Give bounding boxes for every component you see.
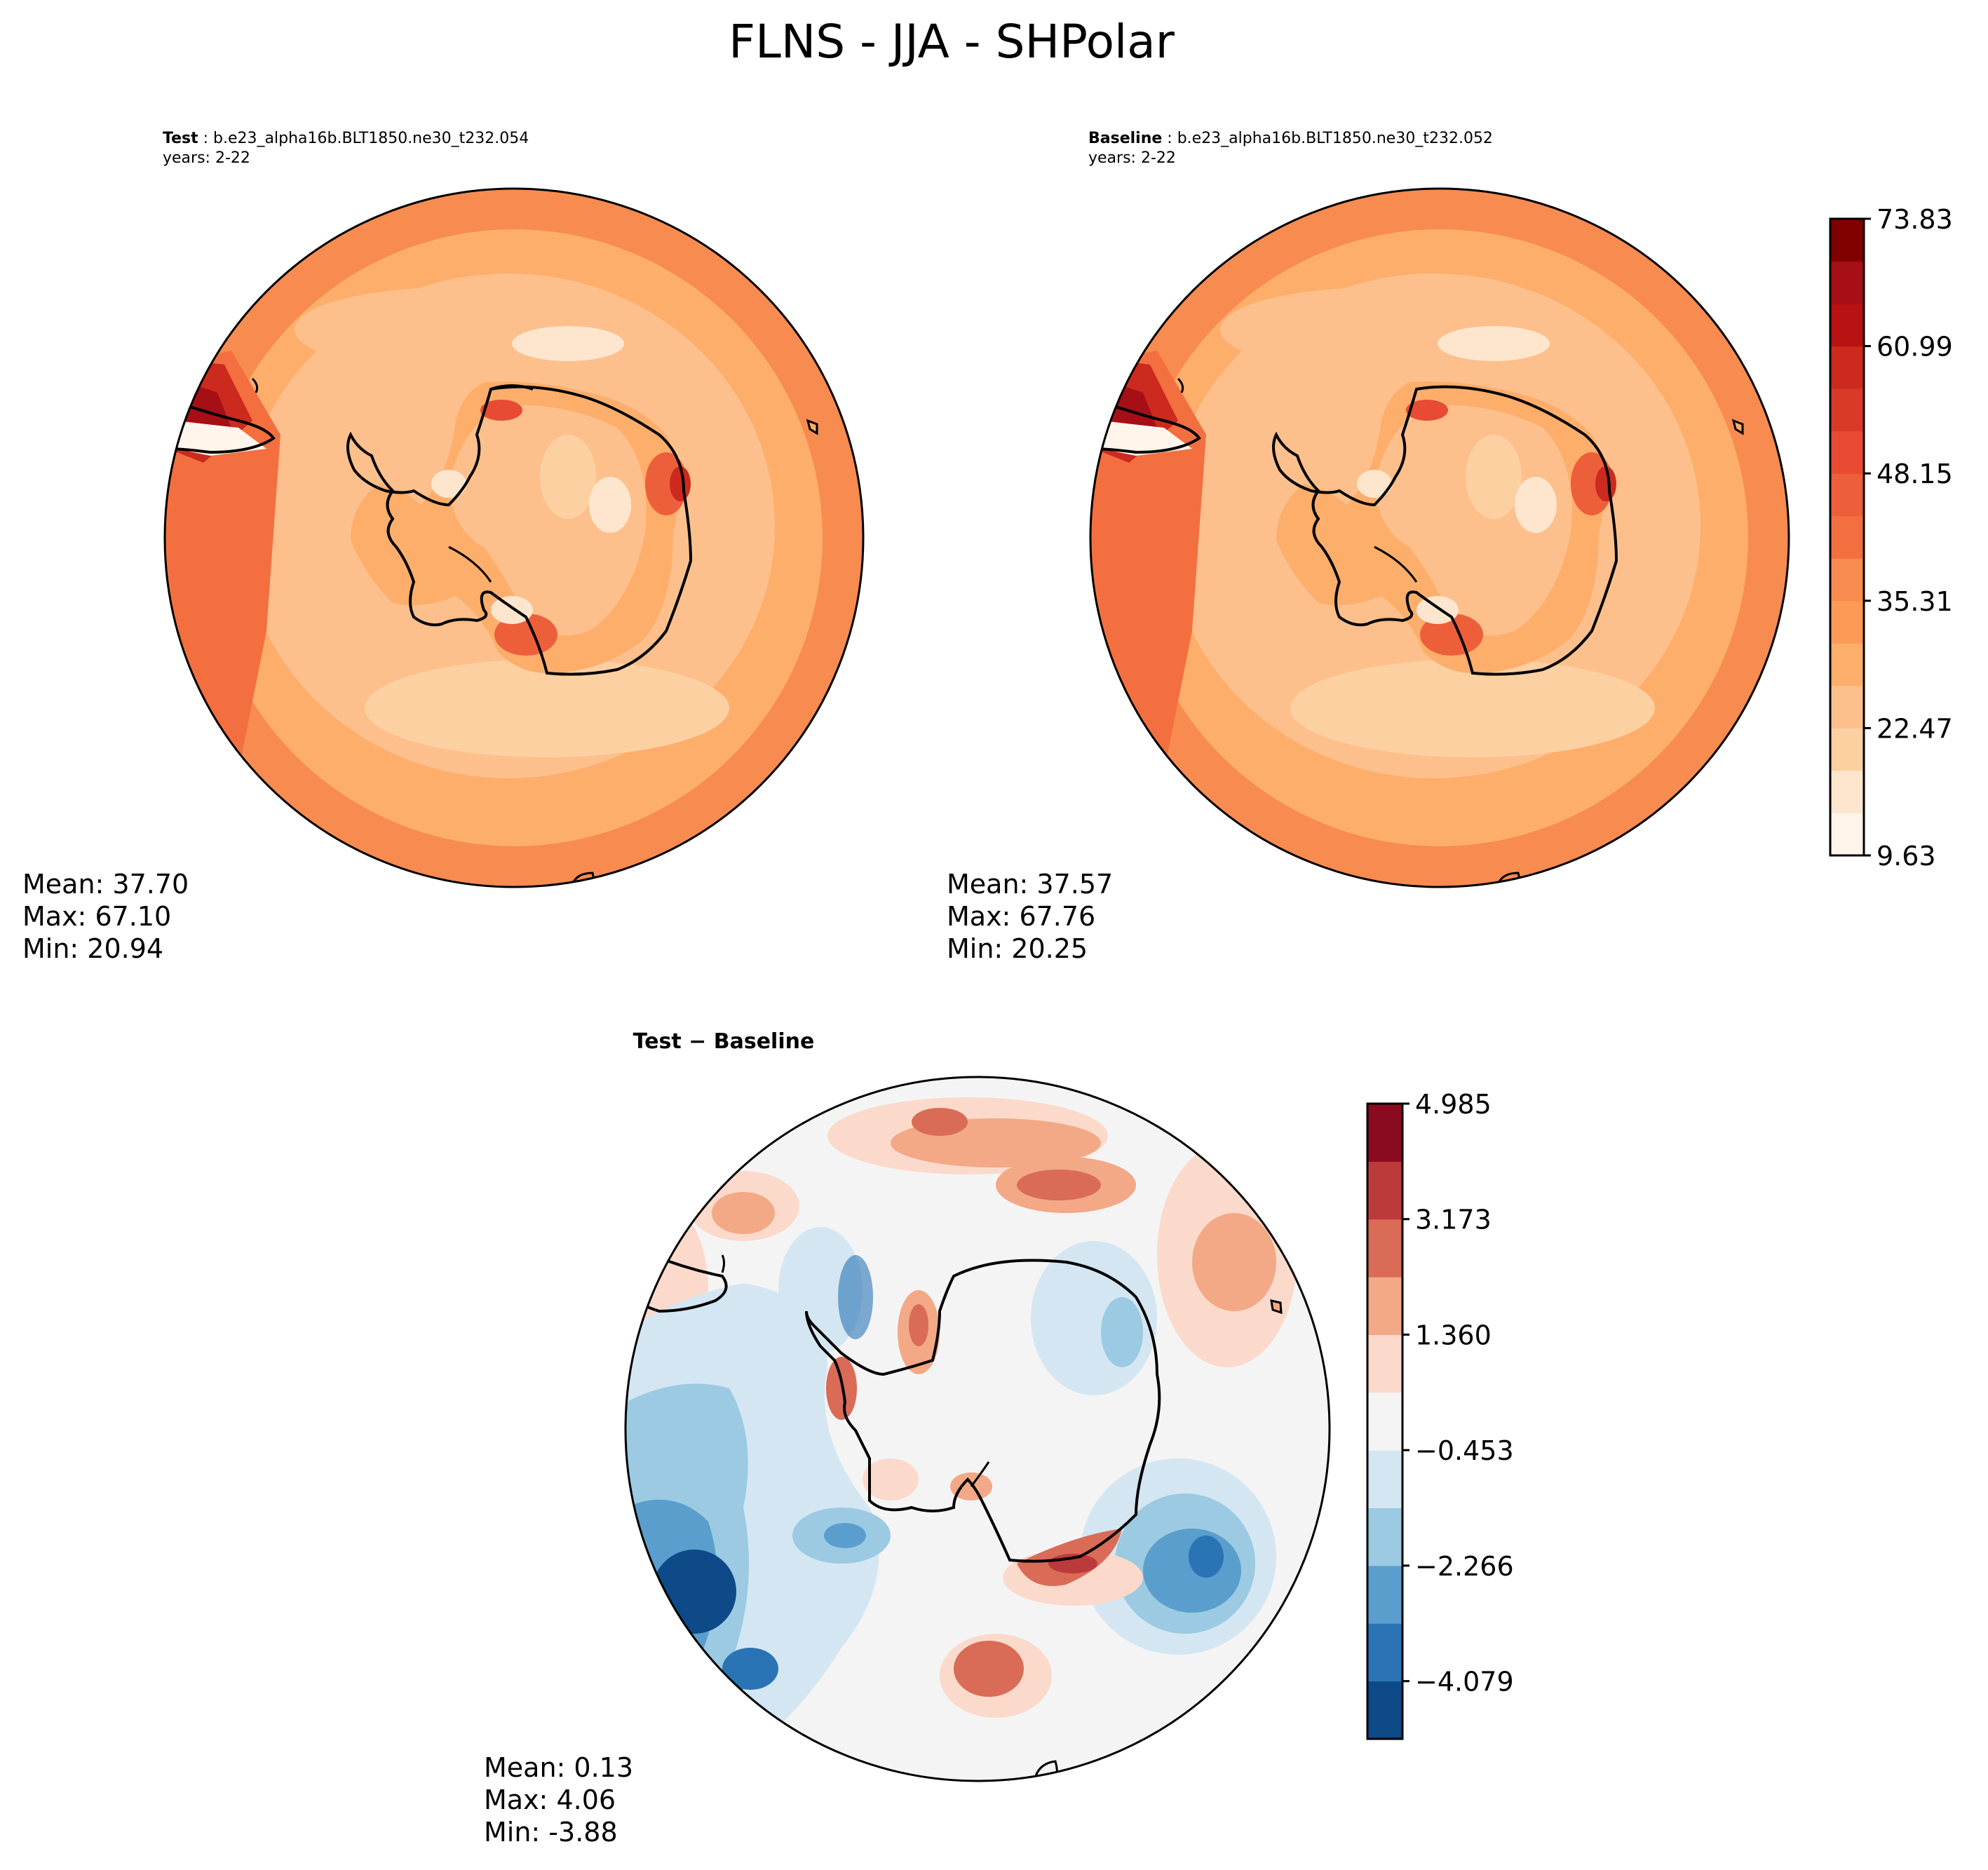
colorbar-segment (1367, 1161, 1402, 1220)
colorbar-segment (1830, 728, 1864, 771)
baseline-map-boundary (1089, 187, 1790, 888)
test-label-rest: : b.e23_alpha16b.BLT1850.ne30_t232.054 (198, 130, 529, 147)
test-panel: Test : b.e23_alpha16b.BLT1850.ne30_t232.… (22, 130, 865, 964)
reds-colorbar-segments (1830, 219, 1864, 856)
test-max: Max: 67.10 (22, 901, 171, 932)
colorbar-segment (1830, 388, 1864, 432)
test-map-field (165, 189, 863, 887)
diff-map-field (626, 1077, 1330, 1781)
colorbar-tick-label: 4.985 (1415, 1089, 1492, 1120)
colorbar-segment (1367, 1681, 1402, 1740)
colorbar-segment (1830, 261, 1864, 304)
colorbar-segment (1367, 1392, 1402, 1451)
colorbar-tick-label: −4.079 (1415, 1667, 1514, 1698)
colorbar-tick-label: 9.63 (1877, 841, 1936, 872)
diff-colorbar-segments (1367, 1104, 1402, 1740)
colorbar-segment (1830, 685, 1864, 729)
colorbar-segment (1830, 643, 1864, 686)
colorbar-tick-label: 35.31 (1877, 586, 1953, 617)
diff-mean: Mean: 0.13 (484, 1752, 633, 1783)
test-label-bold: Test (163, 130, 198, 147)
diff-max: Max: 4.06 (484, 1784, 616, 1815)
colorbar-segment (1830, 515, 1864, 559)
colorbar-segment (1367, 1565, 1402, 1624)
diff-colorbar-frame (1366, 1102, 1404, 1740)
colorbar-segment (1367, 1334, 1402, 1393)
colorbar-segment (1367, 1277, 1402, 1335)
reds-colorbar-ticks: 9.63 22.47 35.31 48.15 60.99 73.83 (1864, 204, 1953, 872)
diff-panel: Test − Baseline (484, 1029, 1331, 1848)
colorbar-segment (1367, 1104, 1402, 1162)
colorbar-segment (1367, 1507, 1402, 1566)
figure-title: FLNS - JJA - SHPolar (729, 15, 1175, 69)
reds-colorbar: 9.63 22.47 35.31 48.15 60.99 73.83 (1829, 204, 1953, 872)
colorbar-tick-label: 60.99 (1877, 332, 1953, 363)
diff-min: Min: -3.88 (484, 1817, 618, 1848)
colorbar-tick-label: 73.83 (1877, 204, 1953, 235)
colorbar-tick-label: 48.15 (1877, 459, 1953, 489)
colorbar-tick-label: −2.266 (1415, 1551, 1514, 1582)
diff-colorbar-ticks: 4.985 3.173 1.360 −0.453 −2.266 −4.079 (1402, 1089, 1514, 1698)
colorbar-tick-label: −0.453 (1415, 1435, 1514, 1466)
test-map-boundary (163, 187, 865, 888)
colorbar-segment (1830, 346, 1864, 389)
colorbar-segment (1830, 473, 1864, 517)
baseline-panel: Baseline : b.e23_alpha16b.BLT1850.ne30_t… (947, 130, 1790, 964)
colorbar-segment (1830, 219, 1864, 262)
diff-panel-label: Test − Baseline (633, 1029, 815, 1054)
colorbar-segment (1830, 431, 1864, 474)
colorbar-segment (1830, 770, 1864, 813)
test-min: Min: 20.94 (22, 933, 163, 964)
baseline-min: Min: 20.25 (947, 933, 1088, 964)
colorbar-tick-label: 22.47 (1877, 713, 1953, 744)
baseline-max: Max: 67.76 (947, 901, 1095, 932)
colorbar-segment (1367, 1219, 1402, 1278)
colorbar-segment (1367, 1623, 1402, 1682)
baseline-panel-label: Baseline : b.e23_alpha16b.BLT1850.ne30_t… (1088, 130, 1493, 147)
colorbar-segment (1830, 558, 1864, 602)
colorbar-segment (1830, 813, 1864, 856)
reds-colorbar-frame (1829, 217, 1865, 857)
colorbar-segment (1830, 600, 1864, 644)
baseline-label-bold: Baseline (1088, 130, 1162, 147)
baseline-map-field (1090, 189, 1789, 887)
colorbar-segment (1830, 304, 1864, 347)
diff-colorbar: 4.985 3.173 1.360 −0.453 −2.266 −4.079 (1366, 1089, 1514, 1740)
colorbar-tick-label: 1.360 (1415, 1320, 1492, 1350)
diff-map-boundary (624, 1076, 1331, 1782)
baseline-mean: Mean: 37.57 (947, 869, 1113, 900)
colorbar-tick-label: 3.173 (1415, 1205, 1492, 1235)
colorbar-segment (1367, 1450, 1402, 1509)
baseline-label-rest: : b.e23_alpha16b.BLT1850.ne30_t232.052 (1162, 130, 1493, 147)
baseline-years: years: 2-22 (1088, 149, 1176, 167)
test-panel-label: Test : b.e23_alpha16b.BLT1850.ne30_t232.… (163, 130, 529, 147)
test-mean: Mean: 37.70 (22, 869, 189, 900)
test-years: years: 2-22 (163, 149, 250, 167)
